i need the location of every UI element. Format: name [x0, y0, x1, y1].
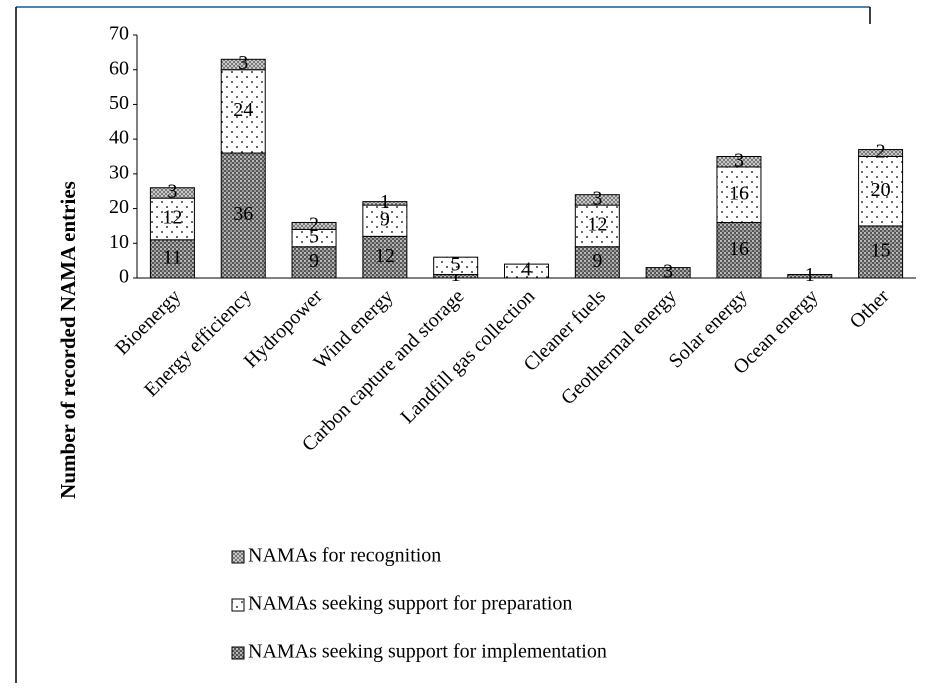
y-tick-label: 0	[119, 266, 129, 288]
y-tick-label: 20	[109, 196, 129, 218]
data-label: 9	[380, 208, 390, 230]
data-label: 1	[805, 264, 815, 286]
bar-segment	[858, 156, 904, 227]
data-label: 5	[451, 253, 461, 275]
legend-swatch	[231, 598, 245, 612]
legend-swatch	[231, 646, 245, 660]
y-tick-label: 50	[109, 92, 129, 114]
bar-segment	[787, 274, 833, 279]
bar-segment	[433, 256, 479, 276]
data-label: 4	[522, 259, 532, 281]
bar-segment	[645, 267, 691, 279]
bar-segment	[574, 194, 620, 206]
bar-segment	[220, 152, 266, 279]
y-tick-label: 40	[109, 127, 129, 149]
bar-segment	[149, 239, 195, 279]
bar-segment	[220, 69, 266, 154]
data-label: 12	[375, 245, 395, 267]
bar-segment	[362, 235, 408, 279]
data-label: 2	[876, 141, 886, 163]
x-tick-label: Other	[846, 285, 894, 333]
legend-label: NAMAs for recognition	[248, 545, 441, 567]
data-label: 1	[380, 191, 390, 213]
legend-label: NAMAs seeking support for preparation	[248, 593, 572, 615]
bar-segment	[291, 246, 337, 279]
bar-segment	[149, 197, 195, 241]
data-label: 2	[309, 214, 319, 236]
y-axis-title: Number of recorded NAMA entries	[56, 181, 80, 499]
bar-segment	[716, 156, 762, 168]
y-tick-label: 30	[109, 161, 129, 183]
data-label: 16	[729, 238, 749, 260]
data-label: 12	[587, 214, 607, 236]
data-label: 3	[238, 52, 248, 74]
data-label: 3	[167, 181, 177, 203]
data-label: 3	[663, 260, 673, 282]
data-label: 9	[309, 250, 319, 272]
y-tick-label: 10	[109, 231, 129, 253]
data-label: 11	[163, 247, 182, 269]
x-tick-label: Bioenergy	[111, 285, 185, 359]
y-tick-label: 70	[109, 23, 129, 45]
data-label: 5	[309, 226, 319, 248]
data-label: 12	[162, 207, 182, 229]
data-label: 36	[233, 203, 253, 225]
data-label: 3	[592, 187, 602, 209]
legend-label: NAMAs seeking support for implementation	[248, 641, 607, 663]
bar-segment	[504, 263, 549, 279]
bar-segment	[858, 149, 904, 158]
data-label: 15	[871, 240, 891, 262]
bar-segment	[574, 204, 620, 248]
bar-segment	[574, 246, 620, 279]
bar-segment	[220, 58, 266, 71]
data-label: 24	[233, 99, 253, 121]
data-label: 9	[592, 250, 602, 272]
x-tick-label: Landfill gas collection	[396, 285, 539, 428]
bar-segment	[716, 221, 762, 279]
data-label: 20	[871, 179, 891, 201]
bar-segment	[149, 187, 195, 199]
data-label: 16	[729, 182, 749, 204]
data-label: 3	[734, 149, 744, 171]
legend-swatch	[231, 550, 245, 564]
bar-segment	[291, 221, 337, 230]
bar-segment	[362, 201, 408, 206]
y-tick-label: 60	[109, 57, 129, 79]
